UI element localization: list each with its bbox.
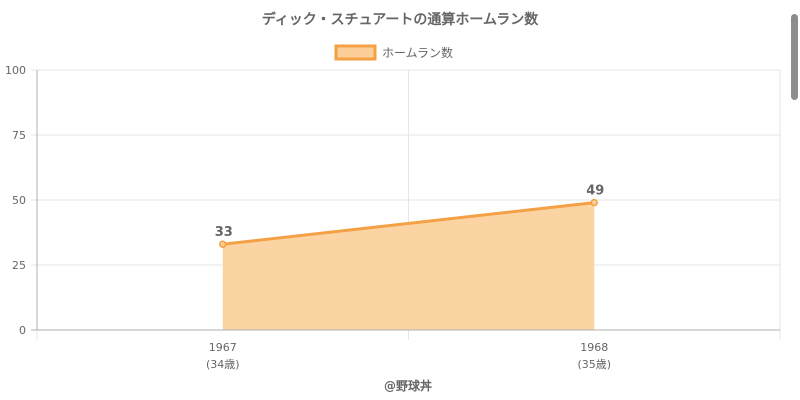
labels: 0 25 50 75 100 33 49 1967 (34歳) 1968 (35歳) xyxy=(5,64,611,371)
legend-label: ホームラン数 xyxy=(382,45,453,60)
y-tick-label: 100 xyxy=(5,64,26,77)
data-point xyxy=(219,240,227,248)
scrollbar-thumb[interactable] xyxy=(791,14,798,100)
x-tick-sublabel: (34歳) xyxy=(206,358,240,371)
x-tick-label: 1968 xyxy=(580,341,608,354)
chart-title: ディック・スチュアートの通算ホームラン数 xyxy=(262,11,539,28)
chart-footer: @野球丼 xyxy=(384,378,432,393)
y-tick-label: 75 xyxy=(12,129,26,142)
axes xyxy=(31,70,780,331)
legend[interactable]: ホームラン数 xyxy=(334,44,453,61)
data-point xyxy=(590,198,598,207)
y-tick-label: 25 xyxy=(12,259,26,272)
y-tick-label: 0 xyxy=(19,324,26,337)
x-tick-sublabel: (35歳) xyxy=(577,358,611,371)
data-label: 49 xyxy=(586,184,604,199)
scrollbar[interactable] xyxy=(788,0,800,400)
y-tick-label: 50 xyxy=(12,194,26,207)
plot-area xyxy=(219,198,598,330)
data-label: 33 xyxy=(215,225,233,240)
series-line xyxy=(222,201,595,246)
x-tick-label: 1967 xyxy=(209,341,237,354)
legend-swatch xyxy=(334,44,377,61)
